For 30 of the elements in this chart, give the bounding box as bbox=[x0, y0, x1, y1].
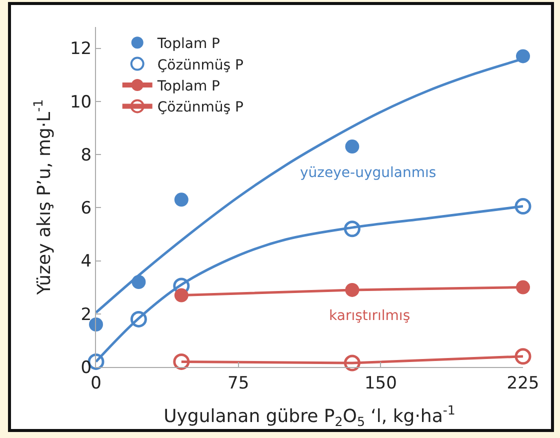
point bbox=[174, 288, 188, 302]
annotation: yüzeye-uygulanmıs bbox=[300, 165, 436, 181]
y-tick-label: 10 bbox=[70, 92, 92, 112]
x-tick-label: 150 bbox=[364, 373, 397, 394]
y-tick-label: 2 bbox=[80, 304, 92, 325]
y-tick-label: 6 bbox=[80, 198, 92, 219]
point bbox=[173, 353, 190, 370]
y-tick-label: 0 bbox=[80, 358, 92, 378]
point bbox=[516, 280, 530, 294]
point bbox=[89, 318, 103, 332]
point bbox=[514, 348, 532, 365]
x-tick-label: 225 bbox=[506, 373, 540, 394]
legend-label: Toplam P bbox=[156, 36, 220, 52]
legend-label: Toplam P bbox=[156, 78, 220, 94]
y-tick-label: 8 bbox=[80, 145, 92, 166]
annotation: karıştırılmış bbox=[329, 308, 410, 324]
point bbox=[345, 140, 360, 154]
point bbox=[514, 198, 532, 215]
legend-label: Çözünmüş P bbox=[157, 100, 244, 116]
point bbox=[516, 49, 530, 64]
legend-label: Çözünmüş P bbox=[157, 57, 244, 74]
point bbox=[174, 192, 188, 207]
point bbox=[345, 282, 360, 297]
x-tick-label: 75 bbox=[228, 373, 250, 394]
y-tick-label: 12 bbox=[70, 39, 92, 60]
point bbox=[130, 310, 147, 328]
y-tick-label: 4 bbox=[80, 252, 92, 272]
point bbox=[344, 354, 360, 372]
point bbox=[344, 220, 360, 238]
x-axis-title: Uygulanan gübre P$_{2}$O$_{5}$ ‘l, kg·ha$^{-1}$ bbox=[164, 402, 456, 429]
